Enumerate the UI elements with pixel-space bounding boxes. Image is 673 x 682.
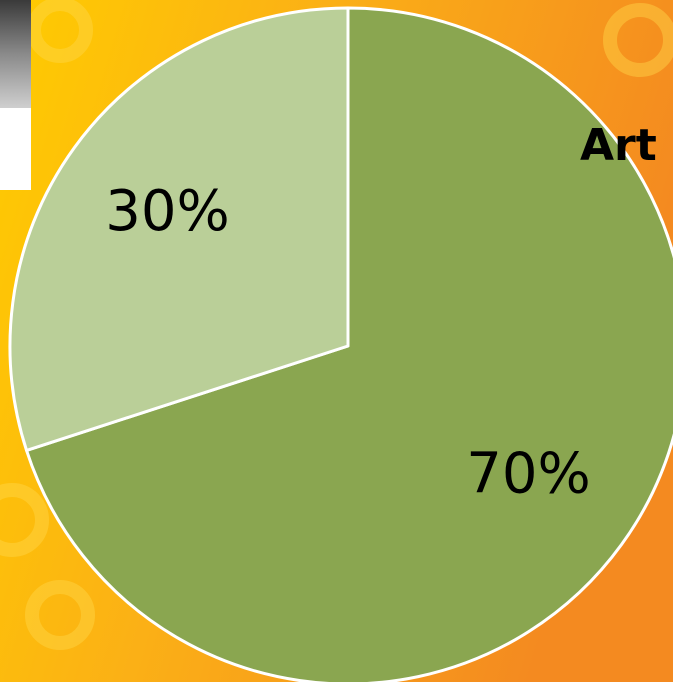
pie xyxy=(8,6,673,682)
chart-title: Art xyxy=(580,120,657,171)
pie-slice xyxy=(8,6,350,452)
data-label: 30% xyxy=(105,179,229,244)
photo xyxy=(0,0,31,108)
decoration xyxy=(0,0,673,650)
data-label: 70% xyxy=(466,441,590,506)
photo-caption xyxy=(0,108,31,190)
pie-slice xyxy=(25,6,673,682)
